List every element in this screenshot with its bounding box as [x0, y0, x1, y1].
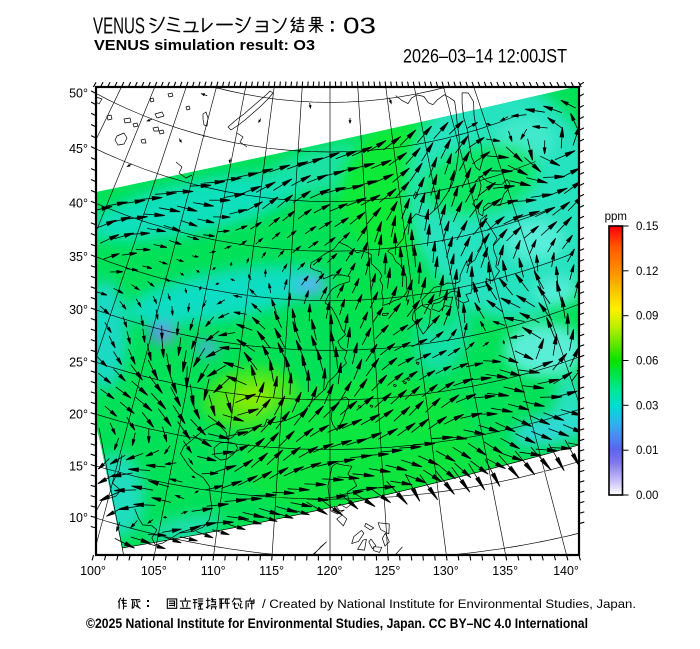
svg-text:20°: 20° [69, 408, 88, 422]
svg-text:2026–03–14 12:00JST: 2026–03–14 12:00JST [403, 47, 567, 68]
svg-text:/ Created by National Institut: / Created by National Institute for Envi… [262, 597, 636, 611]
svg-text:30°: 30° [69, 303, 88, 317]
svg-text:125°: 125° [374, 564, 400, 578]
svg-text:VENUS: VENUS [93, 13, 145, 39]
svg-text:115°: 115° [259, 564, 284, 578]
svg-text:25°: 25° [69, 356, 88, 370]
svg-text:50°: 50° [69, 87, 88, 101]
svg-text:0.01: 0.01 [636, 445, 658, 457]
svg-text:©2025 National Institute for E: ©2025 National Institute for Environment… [86, 616, 588, 631]
svg-text:10°: 10° [69, 511, 88, 525]
svg-text:45°: 45° [69, 142, 88, 156]
svg-text:ppm: ppm [605, 211, 627, 223]
svg-text:0.06: 0.06 [636, 356, 658, 368]
svg-text:0.15: 0.15 [636, 221, 658, 233]
svg-text:40°: 40° [69, 197, 88, 211]
svg-text:130°: 130° [433, 564, 459, 578]
svg-text:105°: 105° [141, 564, 167, 578]
svg-text:VENUS simulation result: O3: VENUS simulation result: O3 [94, 37, 315, 54]
svg-text:0.09: 0.09 [636, 311, 658, 323]
svg-text:100°: 100° [80, 564, 106, 578]
svg-text:03: 03 [343, 13, 376, 39]
svg-text:135°: 135° [492, 564, 518, 578]
svg-text:120°: 120° [317, 564, 343, 578]
svg-text:0.12: 0.12 [636, 266, 658, 278]
svg-text:0.03: 0.03 [636, 400, 658, 412]
svg-text:110°: 110° [201, 564, 226, 578]
svg-text:35°: 35° [69, 250, 88, 264]
svg-text:140°: 140° [553, 564, 579, 578]
svg-text:0.00: 0.00 [636, 490, 658, 502]
svg-text:15°: 15° [69, 459, 88, 473]
